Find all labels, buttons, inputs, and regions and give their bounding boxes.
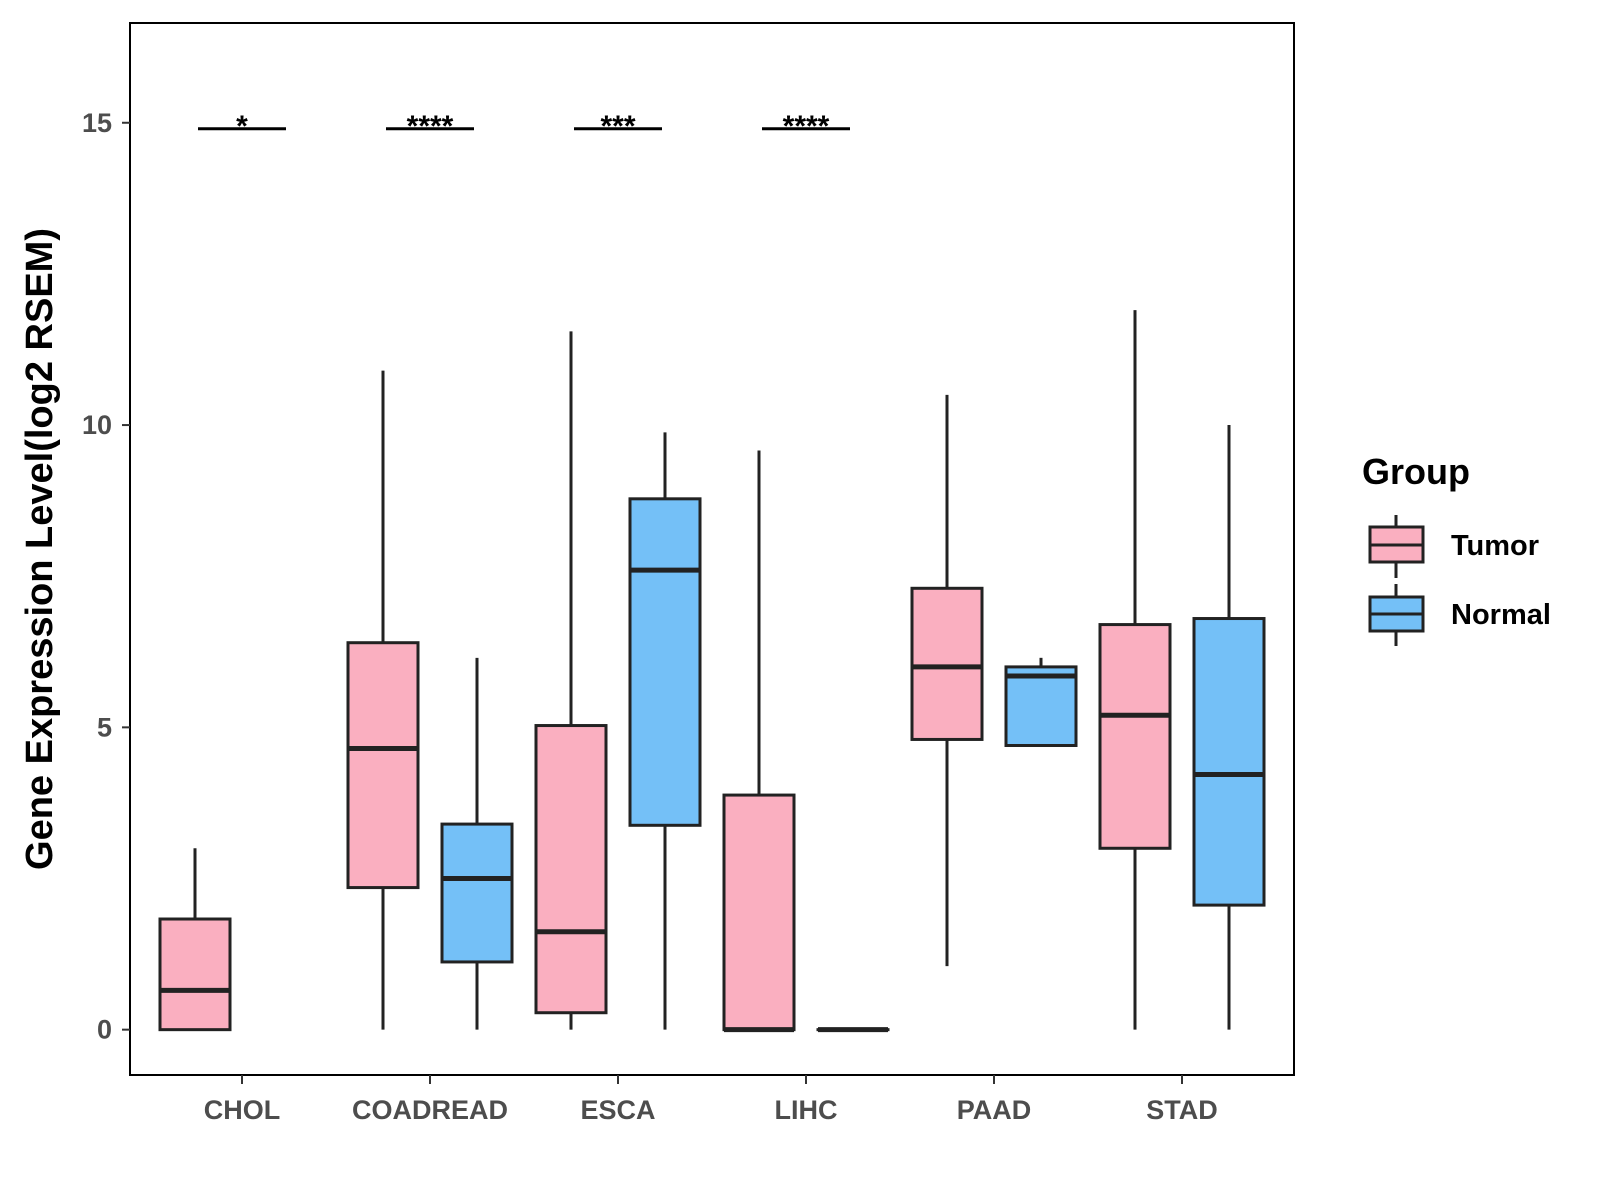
x-tick-label-coadread: COADREAD — [352, 1095, 508, 1125]
y-tick-label-0: 0 — [97, 1015, 112, 1045]
significance-layer: * **** *** **** — [198, 110, 850, 143]
y-axis-title: Gene Expression Level(log2 RSEM) — [19, 228, 61, 870]
box-esca-tumor — [534, 331, 608, 1030]
legend-normal-label: Normal — [1451, 599, 1551, 631]
x-tick-label-stad: STAD — [1146, 1095, 1218, 1125]
y-tick-label-5: 5 — [97, 712, 112, 742]
legend-item-normal: Normal — [1368, 584, 1551, 646]
box-paad-normal — [1004, 657, 1078, 747]
y-tick-label-10: 10 — [82, 410, 112, 440]
box-esca-normal — [628, 432, 702, 1030]
iqr-coadread-tumor — [346, 641, 420, 890]
box-chol-tumor — [158, 848, 232, 1032]
legend-tumor-label: Tumor — [1451, 530, 1539, 562]
sig-label-coadread: **** — [407, 110, 454, 143]
boxes-layer — [158, 310, 1266, 1033]
box-paad-tumor — [910, 394, 984, 967]
x-tick-label-lihc: LIHC — [775, 1095, 838, 1125]
x-tick-label-paad: PAAD — [957, 1095, 1032, 1125]
box-coadread-normal — [440, 657, 514, 1030]
sig-label-chol: * — [236, 110, 248, 143]
iqr-stad-normal — [1192, 617, 1266, 907]
sig-label-lihc: **** — [783, 110, 830, 143]
box-stad-tumor — [1098, 310, 1172, 1030]
legend: Group Tumor Normal — [1362, 451, 1551, 646]
iqr-lihc-tumor — [722, 793, 796, 1032]
legend-item-tumor: Tumor — [1368, 515, 1539, 578]
box-lihc-tumor — [722, 450, 796, 1033]
box-stad-normal — [1192, 425, 1266, 1030]
x-tick-label-chol: CHOL — [204, 1095, 281, 1125]
y-tick-label-15: 15 — [82, 108, 112, 138]
iqr-coadread-normal — [440, 822, 514, 964]
iqr-paad-normal — [1004, 665, 1078, 747]
box-coadread-tumor — [346, 370, 420, 1030]
iqr-esca-tumor — [534, 724, 608, 1015]
y-axis: 0 5 10 15 — [82, 108, 130, 1045]
iqr-paad-tumor — [910, 586, 984, 741]
sig-label-esca: *** — [600, 110, 635, 143]
legend-title: Group — [1362, 451, 1470, 492]
iqr-chol-tumor — [158, 917, 232, 1032]
plot-panel-border — [129, 22, 1295, 1076]
iqr-stad-tumor — [1098, 623, 1172, 850]
x-axis: CHOL COADREAD ESCA LIHC PAAD STAD — [204, 1075, 1218, 1125]
iqr-esca-normal — [628, 497, 702, 827]
x-tick-label-esca: ESCA — [580, 1095, 655, 1125]
